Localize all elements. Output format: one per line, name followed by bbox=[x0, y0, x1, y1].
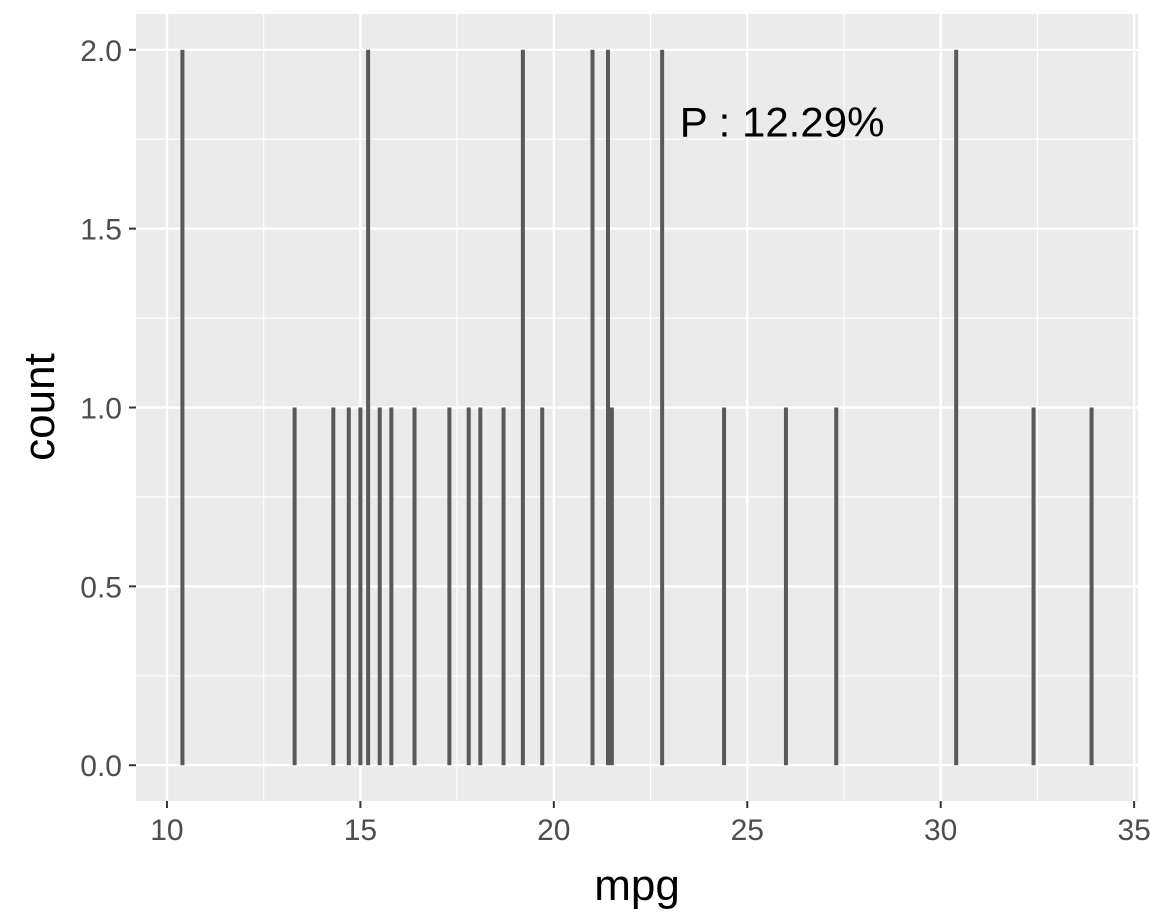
bar bbox=[520, 49, 525, 766]
bar bbox=[412, 407, 417, 766]
x-tick-label: 15 bbox=[344, 814, 377, 847]
x-tick-label: 10 bbox=[150, 814, 183, 847]
bars bbox=[180, 49, 1094, 766]
bar bbox=[605, 49, 610, 766]
x-axis-title: mpg bbox=[594, 861, 680, 910]
x-tick-label: 20 bbox=[537, 814, 570, 847]
bar bbox=[540, 407, 545, 766]
y-axis: 0.0 0.5 1.0 1.5 2.0 bbox=[80, 35, 136, 783]
bar bbox=[609, 407, 614, 766]
y-tick-label: 0.5 bbox=[80, 571, 122, 604]
x-tick-label: 35 bbox=[1117, 814, 1150, 847]
y-tick-label: 0.0 bbox=[80, 750, 122, 783]
bar bbox=[1031, 407, 1036, 766]
y-tick-label: 1.5 bbox=[80, 214, 122, 247]
bar bbox=[1089, 407, 1094, 766]
x-tick-label: 30 bbox=[924, 814, 957, 847]
bar bbox=[366, 49, 371, 766]
bar bbox=[346, 407, 351, 766]
bar bbox=[954, 49, 959, 766]
bar bbox=[447, 407, 452, 766]
y-tick-label: 1.0 bbox=[80, 393, 122, 426]
y-axis-title: count bbox=[15, 353, 64, 461]
bar bbox=[377, 407, 382, 766]
bar bbox=[722, 407, 727, 766]
bar bbox=[783, 407, 788, 766]
bar bbox=[180, 49, 185, 766]
bar bbox=[292, 407, 297, 766]
x-axis: 10 15 20 25 30 35 bbox=[150, 801, 1151, 847]
bar bbox=[466, 407, 471, 766]
bar bbox=[590, 49, 595, 766]
bar bbox=[478, 407, 483, 766]
bar bbox=[331, 407, 336, 766]
bar bbox=[358, 407, 363, 766]
y-tick-label: 2.0 bbox=[80, 35, 122, 68]
bar bbox=[834, 407, 839, 766]
bar bbox=[660, 49, 665, 766]
x-tick-label: 25 bbox=[731, 814, 764, 847]
bar bbox=[389, 407, 394, 766]
bar bbox=[501, 407, 506, 766]
p-annotation: P : 12.29% bbox=[680, 98, 885, 145]
